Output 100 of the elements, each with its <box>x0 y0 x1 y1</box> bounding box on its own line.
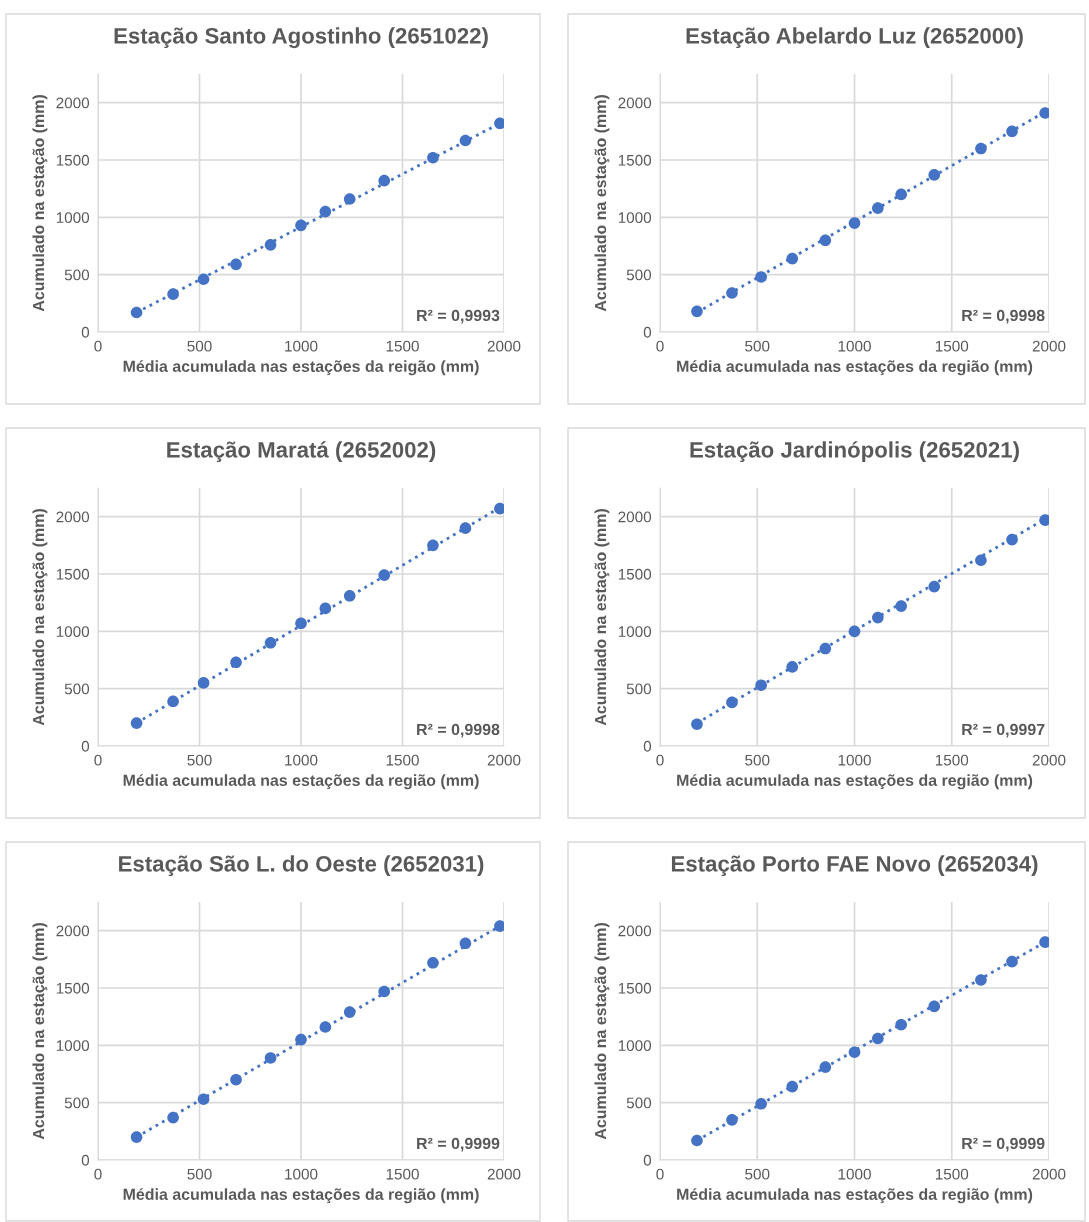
x-tick-label: 2000 <box>487 340 521 352</box>
point <box>975 554 987 567</box>
point <box>691 718 703 731</box>
point <box>130 1131 143 1143</box>
point <box>167 1111 179 1124</box>
x-axis-title: Média acumulada nas estações da região (mm) <box>677 1188 1033 1204</box>
y-axis-title: Acumulado na estação (mm) <box>594 923 610 1140</box>
y-tick-label: 1000 <box>56 626 90 638</box>
x-tick-label: 1000 <box>285 754 318 766</box>
point <box>167 288 179 300</box>
y-tick-label: 1500 <box>56 568 90 580</box>
point <box>786 1080 799 1093</box>
annotation: R² = 0,9999 <box>962 1137 1045 1152</box>
y-tick-label: 500 <box>64 269 90 281</box>
point <box>975 142 987 155</box>
point <box>928 1000 941 1013</box>
point <box>848 1046 861 1059</box>
point <box>459 134 472 147</box>
x-tick-label: 0 <box>656 340 664 352</box>
x-tick-label: 0 <box>94 340 102 352</box>
x-tick-label: 2000 <box>1032 754 1066 766</box>
point <box>378 174 391 187</box>
y-tick-label: 500 <box>626 683 652 695</box>
point <box>295 617 307 630</box>
chart-title: Estação São L. do Oeste (2652031) <box>119 855 484 877</box>
point <box>1039 107 1049 119</box>
x-tick-label: 1500 <box>386 1168 419 1180</box>
x-tick-label: 2000 <box>487 1168 521 1180</box>
point <box>928 580 941 593</box>
point <box>167 695 179 708</box>
point <box>848 217 861 229</box>
y-tick-label: 0 <box>643 1154 652 1166</box>
y-axis-title: Acumulado na estação (mm) <box>32 923 48 1140</box>
point <box>819 1061 832 1073</box>
x-tick-label: 500 <box>187 340 212 352</box>
point <box>130 306 143 319</box>
y-tick-label: 1500 <box>56 154 90 166</box>
y-tick-label: 1000 <box>56 212 90 224</box>
point <box>786 661 799 673</box>
x-tick-label: 500 <box>187 1168 212 1180</box>
point <box>1006 533 1018 546</box>
y-tick-label: 1000 <box>618 1040 652 1052</box>
point <box>343 1006 356 1018</box>
point <box>230 258 242 271</box>
point <box>755 679 767 692</box>
x-axis-title: Média acumulada nas estações da região (mm) <box>677 360 1033 376</box>
point <box>230 1073 242 1086</box>
x-tick-label: 2000 <box>1032 340 1066 352</box>
point <box>691 305 703 318</box>
y-tick-label: 1500 <box>618 982 652 994</box>
point <box>786 252 799 265</box>
x-tick-label: 1000 <box>285 1168 318 1180</box>
point <box>895 600 907 612</box>
y-tick-label: 2000 <box>618 511 652 523</box>
y-axis-title: Acumulado na estação (mm) <box>32 95 48 312</box>
chart-title: Estação Santo Agostinho (2651022) <box>114 27 488 49</box>
chart-title: Estação Porto FAE Novo (2652034) <box>671 855 1038 877</box>
point <box>1006 955 1018 968</box>
x-tick-label: 500 <box>187 754 212 766</box>
point <box>197 1093 210 1106</box>
point <box>691 1134 703 1147</box>
point <box>197 677 210 689</box>
y-tick-label: 0 <box>643 740 652 752</box>
y-tick-label: 1000 <box>618 626 652 638</box>
point <box>895 1018 907 1031</box>
point <box>427 956 439 969</box>
x-tick-label: 1000 <box>285 340 318 352</box>
x-tick-label: 2000 <box>487 754 521 766</box>
point <box>1039 514 1049 526</box>
point <box>1039 936 1049 948</box>
x-tick-label: 1500 <box>386 754 419 766</box>
y-tick-label: 500 <box>64 1097 90 1109</box>
x-tick-label: 0 <box>656 1168 664 1180</box>
x-tick-label: 1500 <box>935 1168 969 1180</box>
y-axis-title: Acumulado na estação (mm) <box>32 509 48 726</box>
y-tick-label: 2000 <box>56 511 90 523</box>
point <box>295 1033 307 1046</box>
point <box>319 602 332 615</box>
x-axis-title: Média acumulada nas estações da reigão (mm) <box>123 360 479 376</box>
chart-title: Estação Maratá (2652002) <box>167 441 436 463</box>
point <box>975 974 987 986</box>
x-tick-label: 1000 <box>838 340 871 352</box>
point <box>427 151 439 164</box>
point <box>755 271 767 283</box>
point <box>295 219 307 232</box>
y-tick-label: 500 <box>626 269 652 281</box>
point <box>872 1032 884 1045</box>
y-tick-label: 1500 <box>618 568 652 580</box>
point <box>848 625 861 638</box>
y-tick-label: 500 <box>626 1097 652 1109</box>
point <box>459 937 472 950</box>
point <box>264 636 277 649</box>
point <box>427 539 439 552</box>
point <box>726 287 738 299</box>
annotation: R² = 0,9997 <box>962 723 1045 738</box>
y-tick-label: 1000 <box>618 212 652 224</box>
point <box>264 1052 277 1064</box>
y-tick-label: 0 <box>81 740 90 752</box>
x-tick-label: 1500 <box>935 754 969 766</box>
x-tick-label: 2000 <box>1032 1168 1066 1180</box>
